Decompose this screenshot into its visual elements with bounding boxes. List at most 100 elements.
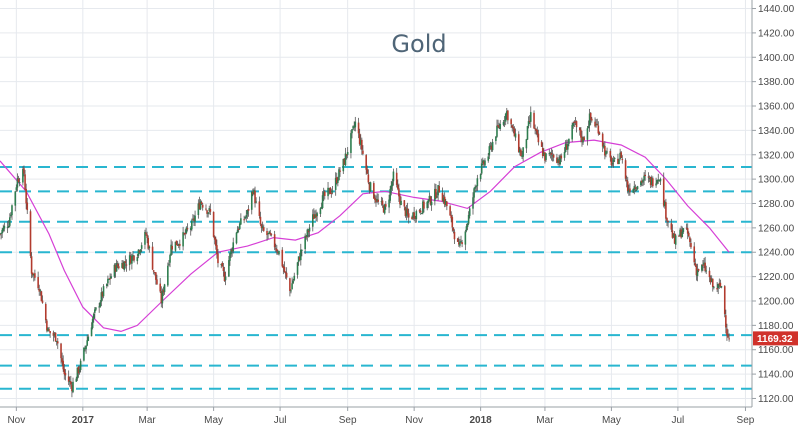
candle-down <box>403 200 406 207</box>
candle-down <box>160 291 163 304</box>
candle-down <box>37 277 39 289</box>
candle-up <box>468 208 471 216</box>
candle-down <box>231 249 233 252</box>
candle-up <box>572 123 575 127</box>
candle-up <box>228 260 230 277</box>
candle-down <box>395 172 398 185</box>
y-tick-label: 1340.00 <box>758 126 795 137</box>
candle-up <box>376 198 378 202</box>
candle-down <box>689 237 691 243</box>
candle-up <box>656 180 658 184</box>
candle-up <box>426 201 429 209</box>
y-tick-label: 1420.00 <box>758 28 795 39</box>
candle-down <box>626 181 629 192</box>
candle-up <box>713 286 715 288</box>
y-tick-label: 1240.00 <box>758 248 795 259</box>
candle-up <box>22 169 24 183</box>
candle-up <box>18 182 21 184</box>
candle-up <box>110 276 112 279</box>
candle-down <box>528 120 531 122</box>
candle-up <box>224 276 227 281</box>
candle-up <box>657 179 660 181</box>
candle-down <box>343 158 346 165</box>
candle-down <box>666 218 668 221</box>
candle-down <box>205 208 207 210</box>
candle-up <box>472 197 474 209</box>
candle-up <box>55 340 58 342</box>
candle-down <box>624 160 627 179</box>
candle-down <box>597 125 600 134</box>
candle-down <box>159 283 162 292</box>
candle-down <box>625 179 628 182</box>
candle-down <box>490 145 493 150</box>
candle-up <box>137 249 140 257</box>
candle-up <box>635 189 638 191</box>
candle-up <box>123 261 126 270</box>
candle-up <box>679 229 681 236</box>
candle-up <box>720 286 723 288</box>
candle-up <box>354 121 357 128</box>
candle-up <box>278 250 280 255</box>
candle-up <box>131 255 133 264</box>
candle-up <box>292 280 294 284</box>
candle-down <box>704 262 706 272</box>
candle-down <box>497 125 499 127</box>
candle-down <box>206 210 208 214</box>
candle-up <box>428 195 431 201</box>
candle-up <box>87 336 90 341</box>
candle-up <box>567 144 569 150</box>
candle-down <box>377 199 379 202</box>
candle-down <box>556 157 558 163</box>
candle-up <box>346 152 349 155</box>
candle-down <box>601 133 604 147</box>
candle-down <box>281 249 284 267</box>
candle-down <box>222 267 225 272</box>
candle-up <box>602 145 605 148</box>
candle-up <box>495 136 497 141</box>
candle-up <box>391 181 394 187</box>
candle-up <box>557 158 559 163</box>
candle-down <box>443 196 446 205</box>
candle-up <box>83 347 85 361</box>
chart-title: Gold <box>391 30 446 58</box>
candle-up <box>99 302 102 307</box>
candle-down <box>285 272 288 278</box>
candle-down <box>535 129 538 131</box>
candle-down <box>176 244 179 246</box>
candle-down <box>634 187 637 190</box>
candle-up <box>655 183 657 186</box>
candle-up <box>144 231 146 245</box>
candle-up <box>163 284 166 293</box>
candle-up <box>400 200 402 206</box>
candle-down <box>38 289 41 292</box>
candle-up <box>182 232 184 247</box>
candle-up <box>588 113 591 126</box>
candle-up <box>290 290 292 292</box>
candle-up <box>108 278 110 280</box>
y-tick-label: 1300.00 <box>758 175 795 186</box>
candle-up <box>308 227 311 232</box>
candle-up <box>246 210 249 215</box>
candle-up <box>619 152 621 159</box>
candle-down <box>129 255 132 264</box>
candle-down <box>583 137 585 141</box>
candle-up <box>369 182 372 192</box>
candle-down <box>560 155 563 159</box>
candle-down <box>446 201 448 207</box>
candle-up <box>244 217 247 219</box>
candle-down <box>449 206 451 216</box>
candle-up <box>113 264 116 277</box>
candle-up <box>291 283 293 290</box>
candle-down <box>537 133 540 143</box>
candle-down <box>156 279 158 285</box>
candle-down <box>381 200 384 205</box>
candle-down <box>498 126 500 128</box>
candle-up <box>78 369 81 373</box>
candle-up <box>3 225 6 229</box>
candle-up <box>255 201 257 203</box>
candle-up <box>487 156 490 161</box>
candle-down <box>259 216 262 225</box>
candle-up <box>473 188 475 198</box>
candle-down <box>411 217 413 219</box>
candle-down <box>429 196 432 205</box>
